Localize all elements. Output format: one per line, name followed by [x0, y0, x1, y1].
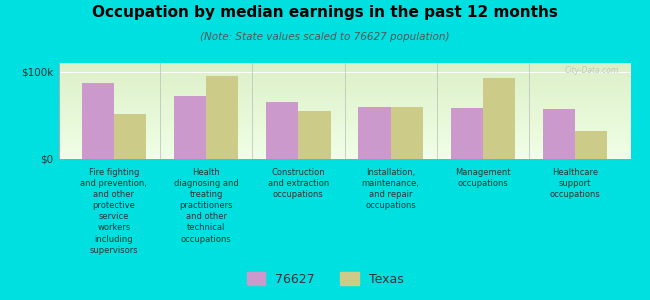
Text: Health
diagnosing and
treating
practitioners
and other
technical
occupations: Health diagnosing and treating practitio… [174, 168, 239, 244]
Text: Construction
and extraction
occupations: Construction and extraction occupations [268, 168, 329, 199]
Text: Occupation by median earnings in the past 12 months: Occupation by median earnings in the pas… [92, 4, 558, 20]
Text: Fire fighting
and prevention,
and other
protective
service
workers
including
sup: Fire fighting and prevention, and other … [81, 168, 148, 255]
Text: Installation,
maintenance,
and repair
occupations: Installation, maintenance, and repair oc… [361, 168, 419, 210]
Bar [450, 108, 483, 159]
Bar [391, 106, 423, 159]
Bar [543, 109, 575, 159]
Bar [358, 106, 391, 159]
Legend: 76627, Texas: 76627, Texas [242, 267, 408, 291]
Text: (Note: State values scaled to 76627 population): (Note: State values scaled to 76627 popu… [200, 32, 450, 41]
Bar [206, 76, 239, 159]
Bar [114, 114, 146, 159]
Bar [483, 78, 515, 159]
Bar [575, 131, 608, 159]
Bar [81, 83, 114, 159]
Bar [174, 96, 206, 159]
Bar [298, 111, 331, 159]
Text: Healthcare
support
occupations: Healthcare support occupations [550, 168, 601, 199]
Text: Management
occupations: Management occupations [455, 168, 511, 188]
Bar [266, 102, 298, 159]
Text: City-Data.com: City-Data.com [565, 66, 619, 75]
